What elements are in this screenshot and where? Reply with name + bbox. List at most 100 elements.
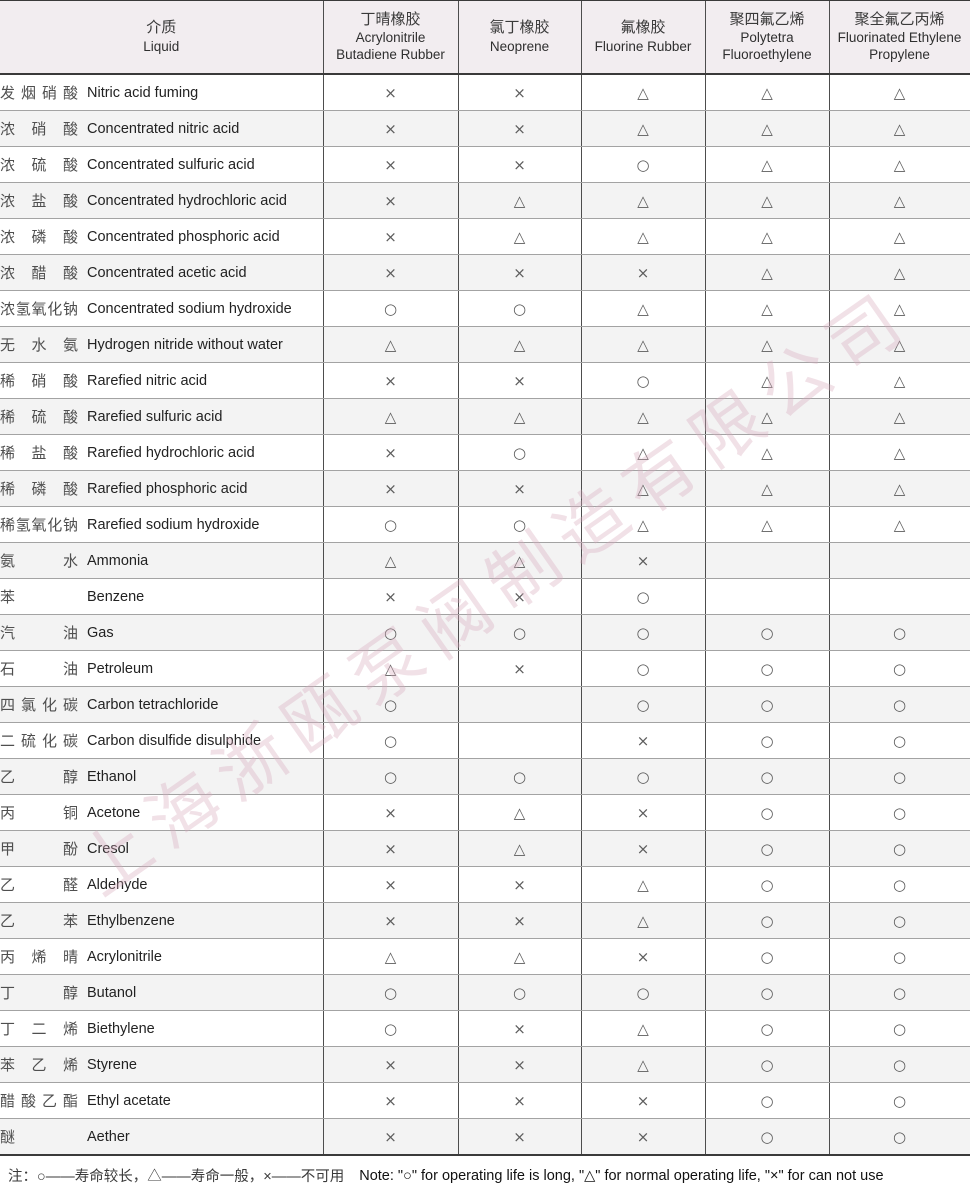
- liquid-cell: 四氯化碳 Carbon tetrachloride: [0, 686, 323, 723]
- circle-symbol: ○: [828, 1118, 970, 1156]
- triangle-symbol: △: [580, 434, 705, 471]
- empty-cell: [704, 542, 829, 579]
- liquid-cell: 稀盐酸 Rarefied hydrochloric acid: [0, 434, 323, 471]
- table-row: 二硫化碳 Carbon disulfide disulphide ○ × ○ ○: [0, 722, 970, 759]
- liquid-name-cn: 丁醇: [0, 985, 78, 1002]
- circle-symbol: ○: [828, 758, 970, 795]
- table-row: 醚 Aether × × × ○ ○: [0, 1118, 970, 1156]
- table-row: 丙烯晴 Acrylonitrile △ △ × ○ ○: [0, 938, 970, 975]
- cross-symbol: ×: [322, 218, 458, 255]
- circle-symbol: ○: [704, 1010, 829, 1047]
- triangle-symbol: △: [828, 434, 970, 471]
- liquid-name-cn: 乙苯: [0, 913, 78, 930]
- table-row: 乙醛 Aldehyde × × △ ○ ○: [0, 866, 970, 903]
- circle-symbol: ○: [828, 1046, 970, 1083]
- liquid-name-en: Rarefied hydrochloric acid: [87, 444, 255, 461]
- cross-symbol: ×: [322, 1118, 458, 1156]
- empty-cell: [828, 542, 970, 579]
- cross-symbol: ×: [457, 1010, 581, 1047]
- liquid-name-cn: 丁二烯: [0, 1021, 78, 1038]
- cross-symbol: ×: [322, 74, 458, 111]
- triangle-symbol: △: [457, 938, 581, 975]
- circle-symbol: ○: [828, 722, 970, 759]
- circle-symbol: ○: [704, 758, 829, 795]
- circle-symbol: ○: [322, 758, 458, 795]
- triangle-symbol: △: [580, 182, 705, 219]
- table-row: 石油 Petroleum △ × ○ ○ ○: [0, 650, 970, 687]
- liquid-name-en: Styrene: [87, 1056, 137, 1073]
- triangle-symbol: △: [580, 470, 705, 507]
- triangle-symbol: △: [457, 182, 581, 219]
- material-name-cn: 聚全氟乙丙烯: [854, 10, 945, 28]
- triangle-symbol: △: [828, 470, 970, 507]
- triangle-symbol: △: [580, 218, 705, 255]
- cross-symbol: ×: [457, 362, 581, 399]
- cross-symbol: ×: [322, 182, 458, 219]
- table-row: 丁醇 Butanol ○ ○ ○ ○ ○: [0, 974, 970, 1011]
- liquid-cell: 二硫化碳 Carbon disulfide disulphide: [0, 722, 323, 759]
- table-row: 乙醇 Ethanol ○ ○ ○ ○ ○: [0, 758, 970, 795]
- cross-symbol: ×: [457, 1118, 581, 1156]
- table-row: 稀硫酸 Rarefied sulfuric acid △ △ △ △ △: [0, 398, 970, 435]
- triangle-symbol: △: [828, 146, 970, 183]
- table-row: 浓醋酸 Concentrated acetic acid × × × △ △: [0, 254, 970, 291]
- liquid-name-en: Petroleum: [87, 660, 154, 677]
- triangle-symbol: △: [580, 398, 705, 435]
- empty-cell: [828, 578, 970, 615]
- liquid-name-en: Ammonia: [87, 552, 149, 569]
- col-header-liquid-en: Liquid: [143, 38, 180, 54]
- circle-symbol: ○: [828, 650, 970, 687]
- cross-symbol: ×: [457, 470, 581, 507]
- liquid-cell: 苯乙烯 Styrene: [0, 1046, 323, 1083]
- cross-symbol: ×: [322, 794, 458, 831]
- liquid-name-cn: 无水氨: [0, 337, 78, 354]
- cross-symbol: ×: [322, 470, 458, 507]
- liquid-name-cn: 汽油: [0, 625, 78, 642]
- circle-symbol: ○: [580, 362, 705, 399]
- liquid-cell: 浓磷酸 Concentrated phosphoric acid: [0, 218, 323, 255]
- col-header-fluorinated-ethylene-propylene: 聚全氟乙丙烯 Fluorinated Ethylene Propylene: [828, 0, 970, 75]
- liquid-cell: 石油 Petroleum: [0, 650, 323, 687]
- table-row: 稀磷酸 Rarefied phosphoric acid × × △ △ △: [0, 470, 970, 507]
- empty-cell: [704, 578, 829, 615]
- circle-symbol: ○: [322, 686, 458, 723]
- circle-symbol: ○: [457, 614, 581, 651]
- circle-symbol: ○: [322, 506, 458, 543]
- table-row: 发烟硝酸 Nitric acid fuming × × △ △ △: [0, 74, 970, 111]
- cross-symbol: ×: [457, 254, 581, 291]
- table-row: 浓硫酸 Concentrated sulfuric acid × × ○ △ △: [0, 146, 970, 183]
- triangle-symbol: △: [322, 938, 458, 975]
- liquid-name-cn: 醚: [0, 1129, 16, 1146]
- liquid-name-en: Benzene: [87, 588, 145, 605]
- triangle-symbol: △: [580, 110, 705, 147]
- cross-symbol: ×: [322, 1046, 458, 1083]
- triangle-symbol: △: [580, 290, 705, 327]
- cross-symbol: ×: [457, 110, 581, 147]
- table-row: 稀氢氧化钠 Rarefied sodium hydroxide ○ ○ △ △ △: [0, 506, 970, 543]
- circle-symbol: ○: [704, 614, 829, 651]
- liquid-name-cn: 稀氢氧化钠: [0, 517, 78, 534]
- circle-symbol: ○: [580, 146, 705, 183]
- liquid-name-en: Rarefied sulfuric acid: [87, 408, 223, 425]
- table-row: 浓硝酸 Concentrated nitric acid × × △ △ △: [0, 110, 970, 147]
- legend-note: 注：○——寿命较长，△——寿命一般，×——不可用 Note: "○" for o…: [0, 1156, 970, 1186]
- liquid-name-en: Concentrated hydrochloric acid: [87, 192, 287, 209]
- table-row: 浓盐酸 Concentrated hydrochloric acid × △ △ △ △: [0, 182, 970, 219]
- liquid-name-en: Concentrated sulfuric acid: [87, 156, 255, 173]
- table-row: 稀盐酸 Rarefied hydrochloric acid × ○ △ △ △: [0, 434, 970, 471]
- liquid-name-en: Concentrated acetic acid: [87, 264, 247, 281]
- col-header-polytetrafluoroethylene: 聚四氟乙烯 Polytetra Fluoroethylene: [704, 0, 829, 75]
- table-row: 醋酸乙酯 Ethyl acetate × × × ○ ○: [0, 1082, 970, 1119]
- liquid-cell: 乙苯 Ethylbenzene: [0, 902, 323, 939]
- table-row: 氨水 Ammonia △ △ ×: [0, 542, 970, 579]
- circle-symbol: ○: [704, 938, 829, 975]
- legend-note-cn: 注：○——寿命较长，△——寿命一般，×——不可用: [8, 1169, 345, 1185]
- liquid-name-cn: 浓氢氧化钠: [0, 301, 78, 318]
- triangle-symbol: △: [704, 290, 829, 327]
- triangle-symbol: △: [580, 506, 705, 543]
- circle-symbol: ○: [828, 1010, 970, 1047]
- cross-symbol: ×: [580, 938, 705, 975]
- liquid-name-en: Concentrated sodium hydroxide: [87, 300, 292, 317]
- legend-note-en: Note: "○" for operating life is long, "△…: [359, 1167, 884, 1184]
